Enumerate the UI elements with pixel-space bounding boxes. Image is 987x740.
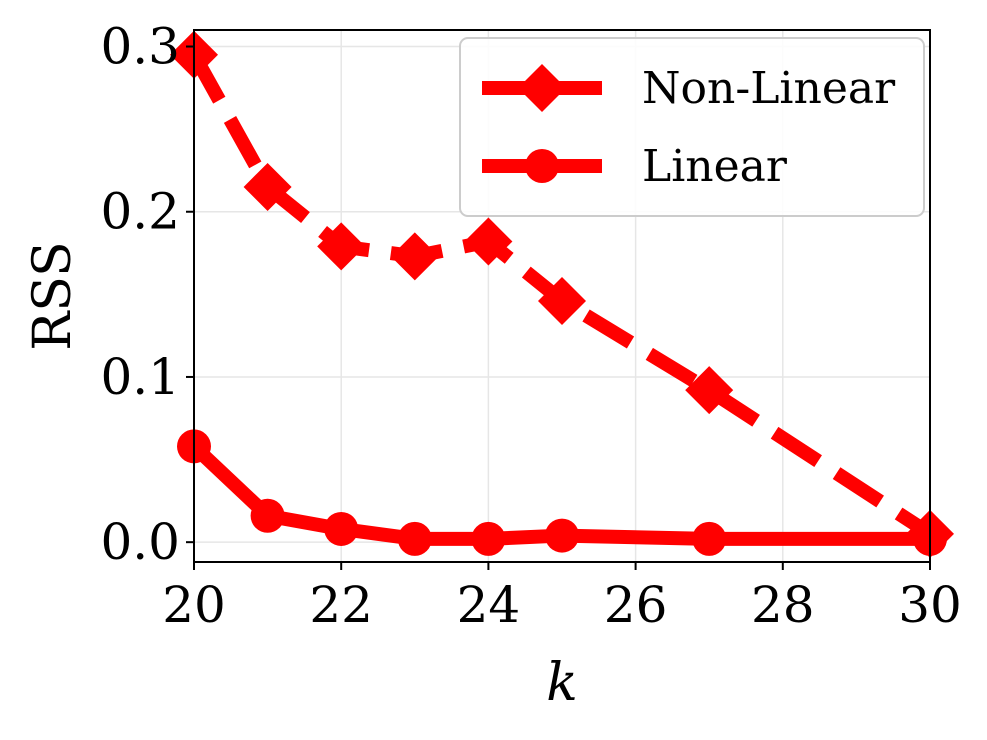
x-tick-label: 20	[162, 576, 226, 634]
x-tick-label: 26	[604, 576, 668, 634]
data-point	[545, 518, 579, 553]
legend-entry: Non-Linear	[482, 63, 896, 114]
series-linear	[177, 429, 947, 556]
x-axis-title: k	[546, 653, 578, 713]
y-tick-label: 0.2	[100, 183, 180, 241]
y-axis-title: RSS	[23, 241, 83, 350]
data-point	[685, 366, 734, 415]
legend-entry: Linear	[482, 141, 788, 192]
data-point	[464, 217, 513, 266]
axis-ticks: 20 22 24 26 28 30 0.0 0.1 0.2 0.3	[100, 18, 961, 634]
data-point	[324, 511, 359, 546]
y-tick-label: 0.3	[100, 18, 180, 76]
legend-label: Non-Linear	[642, 63, 896, 114]
legend-marker	[518, 64, 566, 112]
y-tick-label: 0.1	[100, 348, 180, 406]
x-tick-label: 24	[457, 576, 521, 634]
data-point	[390, 232, 439, 281]
data-point	[243, 162, 292, 211]
data-point	[317, 222, 366, 271]
data-point	[692, 521, 727, 556]
data-point	[397, 521, 432, 556]
x-tick-label: 30	[898, 576, 962, 634]
legend: Non-Linear Linear	[459, 37, 925, 217]
series-non-linear	[170, 30, 954, 558]
legend-label: Linear	[642, 141, 788, 192]
data-point	[471, 521, 506, 556]
x-tick-label: 28	[751, 576, 815, 634]
data-point	[250, 498, 285, 533]
x-tick-label: 22	[309, 576, 373, 634]
data-point	[538, 276, 586, 325]
y-tick-label: 0.0	[100, 513, 180, 571]
plot-frame	[193, 29, 931, 563]
legend-marker	[525, 149, 559, 183]
